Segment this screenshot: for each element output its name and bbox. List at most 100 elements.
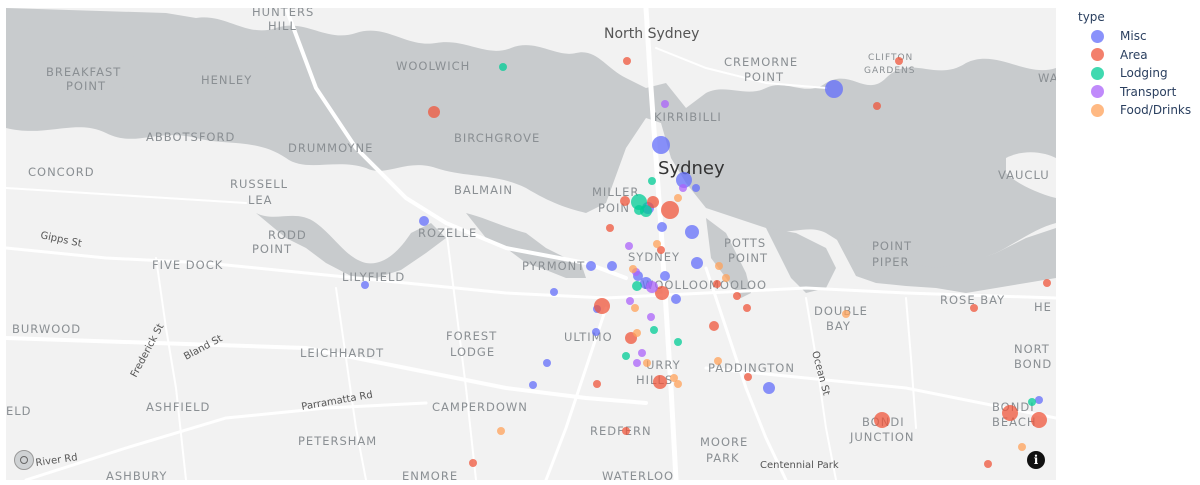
- svg-text:ELD: ELD: [6, 404, 32, 418]
- map-point-misc[interactable]: [361, 281, 369, 289]
- info-icon[interactable]: i: [1027, 451, 1045, 469]
- map-point-misc[interactable]: [419, 216, 429, 226]
- map-point-transport[interactable]: [661, 100, 669, 108]
- legend-item-lodging[interactable]: Lodging: [1066, 64, 1196, 83]
- svg-text:POINT: POINT: [744, 70, 784, 84]
- map-point-transport[interactable]: [638, 349, 646, 357]
- map-point-area[interactable]: [655, 286, 669, 300]
- map-point-misc[interactable]: [676, 172, 692, 188]
- map-point-misc[interactable]: [692, 184, 700, 192]
- map-point-misc[interactable]: [671, 294, 681, 304]
- map-point-area[interactable]: [428, 106, 440, 118]
- map-point-area[interactable]: [713, 280, 721, 288]
- map-point-transport[interactable]: [626, 297, 634, 305]
- map-canvas[interactable]: North Sydney Sydney HUNTERS HILL WOOLWIC…: [6, 8, 1056, 480]
- map-point-lodging[interactable]: [1028, 398, 1036, 406]
- map-point-misc[interactable]: [825, 80, 843, 98]
- map-point-area[interactable]: [593, 380, 601, 388]
- legend-title: type: [1078, 10, 1105, 24]
- map-point-food-drinks[interactable]: [629, 265, 637, 273]
- label-sydney-city: Sydney: [658, 158, 725, 179]
- map-point-food-drinks[interactable]: [633, 329, 641, 337]
- map-point-area[interactable]: [733, 292, 741, 300]
- legend-item-transport[interactable]: Transport: [1066, 83, 1196, 102]
- map-point-area[interactable]: [622, 427, 630, 435]
- svg-text:LEA: LEA: [248, 193, 273, 207]
- map-point-misc[interactable]: [657, 222, 667, 232]
- legend-item-area[interactable]: Area: [1066, 46, 1196, 65]
- map-point-transport[interactable]: [679, 184, 687, 192]
- map-point-misc[interactable]: [543, 359, 551, 367]
- map-point-misc[interactable]: [529, 381, 537, 389]
- map-point-area[interactable]: [874, 412, 890, 428]
- legend-item-misc[interactable]: Misc: [1066, 27, 1196, 46]
- map-point-food-drinks[interactable]: [842, 310, 850, 318]
- map-point-misc[interactable]: [763, 382, 775, 394]
- map-point-area[interactable]: [895, 57, 903, 65]
- map-point-food-drinks[interactable]: [1018, 443, 1026, 451]
- svg-text:Centennial Park: Centennial Park: [760, 460, 839, 471]
- svg-text:DRUMMOYNE: DRUMMOYNE: [288, 141, 373, 155]
- map-point-misc[interactable]: [586, 261, 596, 271]
- map-point-area[interactable]: [1002, 405, 1018, 421]
- map-point-transport[interactable]: [625, 242, 633, 250]
- map-point-misc[interactable]: [652, 136, 670, 154]
- map-point-area[interactable]: [594, 298, 610, 314]
- map-point-area[interactable]: [623, 57, 631, 65]
- map-point-food-drinks[interactable]: [674, 194, 682, 202]
- map-point-transport[interactable]: [647, 313, 655, 321]
- map-point-food-drinks[interactable]: [670, 374, 678, 382]
- map-point-food-drinks[interactable]: [674, 380, 682, 388]
- map-point-area[interactable]: [647, 196, 659, 208]
- map-point-misc[interactable]: [691, 257, 703, 269]
- svg-text:CAMPERDOWN: CAMPERDOWN: [432, 400, 528, 414]
- map-point-food-drinks[interactable]: [653, 240, 661, 248]
- map-point-food-drinks[interactable]: [715, 262, 723, 270]
- map-point-area[interactable]: [744, 373, 752, 381]
- svg-text:ULTIMO: ULTIMO: [564, 330, 613, 344]
- map-point-lodging[interactable]: [634, 205, 644, 215]
- svg-text:BIRCHGROVE: BIRCHGROVE: [454, 131, 540, 145]
- map-point-area[interactable]: [873, 102, 881, 110]
- map-point-lodging[interactable]: [622, 352, 630, 360]
- map-point-area[interactable]: [620, 196, 630, 206]
- map-point-area[interactable]: [709, 321, 719, 331]
- map-point-food-drinks[interactable]: [497, 427, 505, 435]
- map-point-area[interactable]: [661, 201, 679, 219]
- map-point-lodging[interactable]: [632, 281, 642, 291]
- map-point-misc[interactable]: [592, 328, 600, 336]
- legend-item-food-drinks[interactable]: Food/Drinks: [1066, 101, 1196, 120]
- map-point-food-drinks[interactable]: [714, 357, 722, 365]
- map-point-misc[interactable]: [607, 261, 617, 271]
- map-point-lodging[interactable]: [650, 326, 658, 334]
- map-point-lodging[interactable]: [674, 338, 682, 346]
- svg-text:POTTS: POTTS: [724, 236, 766, 250]
- map-point-area[interactable]: [984, 460, 992, 468]
- map-point-area[interactable]: [469, 459, 477, 467]
- map-point-transport[interactable]: [633, 359, 641, 367]
- map-point-food-drinks[interactable]: [722, 274, 730, 282]
- map-point-food-drinks[interactable]: [631, 304, 639, 312]
- map-point-lodging[interactable]: [648, 177, 656, 185]
- map-point-area[interactable]: [1031, 412, 1047, 428]
- map-point-misc[interactable]: [660, 271, 670, 281]
- map-point-transport[interactable]: [646, 281, 658, 293]
- svg-text:POINT: POINT: [66, 79, 106, 93]
- map-point-area[interactable]: [970, 304, 978, 312]
- svg-text:CONCORD: CONCORD: [28, 165, 95, 179]
- map-point-area[interactable]: [743, 304, 751, 312]
- map-point-food-drinks[interactable]: [643, 359, 651, 367]
- map-point-area[interactable]: [1043, 279, 1051, 287]
- map-point-area[interactable]: [606, 224, 614, 232]
- map-point-lodging[interactable]: [499, 63, 507, 71]
- harbour-water: [6, 8, 1056, 298]
- map-area[interactable]: North Sydney Sydney HUNTERS HILL WOOLWIC…: [6, 8, 1056, 480]
- svg-text:MOORE: MOORE: [700, 435, 748, 449]
- map-point-area[interactable]: [653, 375, 667, 389]
- map-point-misc[interactable]: [685, 225, 699, 239]
- svg-text:PETERSHAM: PETERSHAM: [298, 434, 377, 448]
- legend-marker-icon: [1091, 85, 1104, 99]
- map-point-misc[interactable]: [550, 288, 558, 296]
- map-point-area[interactable]: [657, 246, 665, 254]
- map-point-misc[interactable]: [1035, 396, 1043, 404]
